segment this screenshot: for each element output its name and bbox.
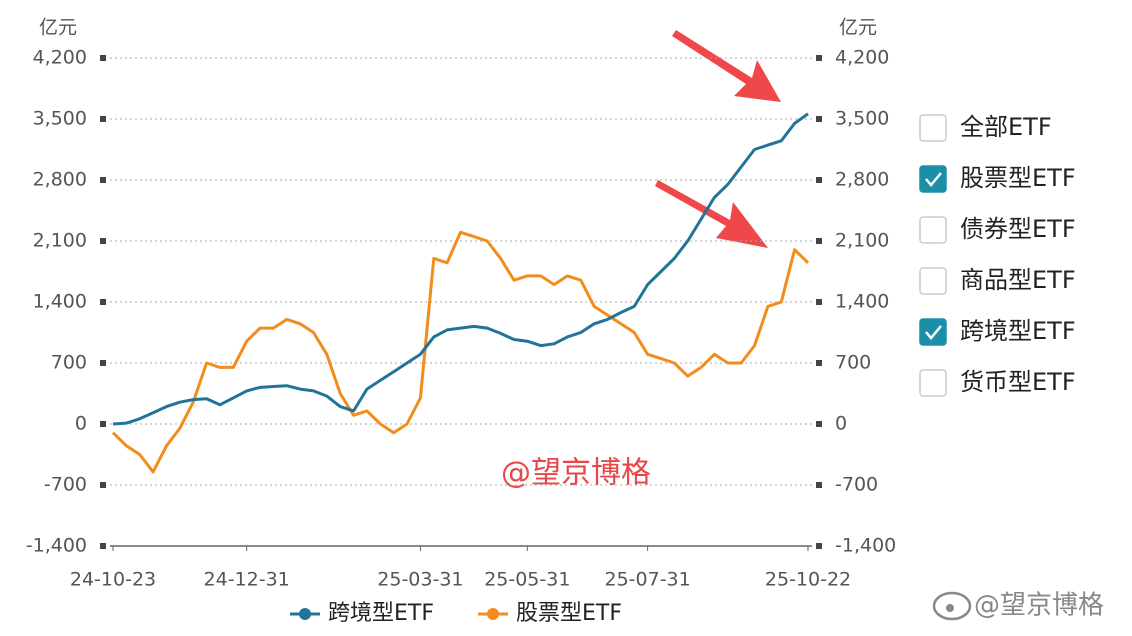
- y-tick-mark: [100, 238, 106, 244]
- y-axis-unit: 亿元: [39, 17, 77, 39]
- legend-marker: [487, 608, 499, 620]
- y2-tick-label: 3,500: [835, 108, 889, 130]
- y-tick-label: 3,500: [33, 108, 87, 130]
- y-tick-label: 1,400: [33, 291, 87, 313]
- y2-tick-mark: [816, 116, 822, 122]
- y2-tick-mark: [816, 238, 822, 244]
- line-series: [112, 112, 809, 426]
- y-tick-mark: [100, 360, 106, 366]
- y-tick-mark: [100, 421, 106, 427]
- y-tick-mark: [100, 543, 106, 549]
- y-tick-label: -700: [44, 474, 87, 496]
- y2-tick-label: 2,100: [835, 230, 889, 252]
- x-tick-label: 24-12-31: [204, 569, 290, 591]
- y2-tick-mark: [816, 543, 822, 549]
- x-tick-label: 25-07-31: [604, 569, 690, 591]
- y2-tick-mark: [816, 360, 822, 366]
- y-tick-mark: [100, 116, 106, 122]
- arrow: [655, 180, 768, 248]
- checkmark: [925, 325, 942, 340]
- arrows: [655, 30, 781, 248]
- y2-tick-label: 700: [835, 352, 871, 374]
- footer-watermark: @望京博格: [974, 591, 1104, 621]
- checkbox[interactable]: [919, 267, 947, 295]
- filter-option[interactable]: 股票型ETF: [919, 164, 1076, 193]
- y2-tick-mark: [816, 482, 822, 488]
- y-tick-mark: [100, 482, 106, 488]
- legend-item: 跨境型ETF: [290, 601, 434, 626]
- y-tick-mark: [100, 55, 106, 61]
- filter-label[interactable]: 股票型ETF: [960, 164, 1076, 192]
- checkbox[interactable]: [919, 318, 947, 346]
- filter-label[interactable]: 债券型ETF: [960, 215, 1076, 243]
- y2-tick-label: 4,200: [835, 47, 889, 69]
- y-tick-label: 4,200: [33, 47, 87, 69]
- y2-axis-unit: 亿元: [839, 17, 877, 39]
- x-tick-label: 25-10-22: [765, 569, 851, 591]
- filter-option[interactable]: 商品型ETF: [919, 266, 1076, 295]
- checkbox[interactable]: [919, 165, 947, 193]
- legend-marker: [299, 608, 311, 620]
- y2-tick-label: 2,800: [835, 169, 889, 191]
- y-tick-label: -1,400: [26, 535, 87, 557]
- y-tick-label: 0: [75, 413, 87, 435]
- arrow: [672, 30, 781, 102]
- y-tick-label: 2,100: [33, 230, 87, 252]
- x-tick-label: 24-10-23: [70, 569, 156, 591]
- y2-tick-label: 1,400: [835, 291, 889, 313]
- y2-tick-label: -1,400: [835, 535, 896, 557]
- filter-label[interactable]: 商品型ETF: [960, 266, 1076, 294]
- checkbox[interactable]: [919, 216, 947, 244]
- checkmark: [925, 172, 942, 187]
- y2-tick-label: -700: [835, 474, 878, 496]
- x-tick-label: 25-05-31: [484, 569, 570, 591]
- legend-label: 股票型ETF: [516, 601, 622, 626]
- weibo-logo-eye: [946, 604, 954, 612]
- filter-label[interactable]: 跨境型ETF: [960, 317, 1076, 345]
- filter-label[interactable]: 全部ETF: [960, 113, 1052, 141]
- y2-tick-mark: [816, 299, 822, 305]
- line-series: [111, 230, 810, 474]
- y-tick-label: 700: [51, 352, 87, 374]
- legend-label: 跨境型ETF: [328, 601, 434, 626]
- checkbox[interactable]: [919, 114, 947, 142]
- y2-tick-mark: [816, 421, 822, 427]
- filter-label[interactable]: 货币型ETF: [960, 368, 1076, 396]
- y2-tick-mark: [816, 177, 822, 183]
- y-tick-mark: [100, 177, 106, 183]
- weibo-logo: [932, 591, 972, 621]
- x-tick-label: 25-03-31: [377, 569, 463, 591]
- y2-tick-label: 0: [835, 413, 847, 435]
- y-tick-label: 2,800: [33, 169, 87, 191]
- filter-option[interactable]: 货币型ETF: [919, 368, 1076, 397]
- y-tick-mark: [100, 299, 106, 305]
- filter-option[interactable]: 债券型ETF: [919, 215, 1076, 244]
- filter-option[interactable]: 跨境型ETF: [919, 317, 1076, 346]
- y2-tick-mark: [816, 55, 822, 61]
- legend-item: 股票型ETF: [478, 601, 622, 626]
- filter-option[interactable]: 全部ETF: [919, 113, 1052, 142]
- footer-watermark-group: @望京博格: [932, 591, 1104, 621]
- checkbox[interactable]: [919, 369, 947, 397]
